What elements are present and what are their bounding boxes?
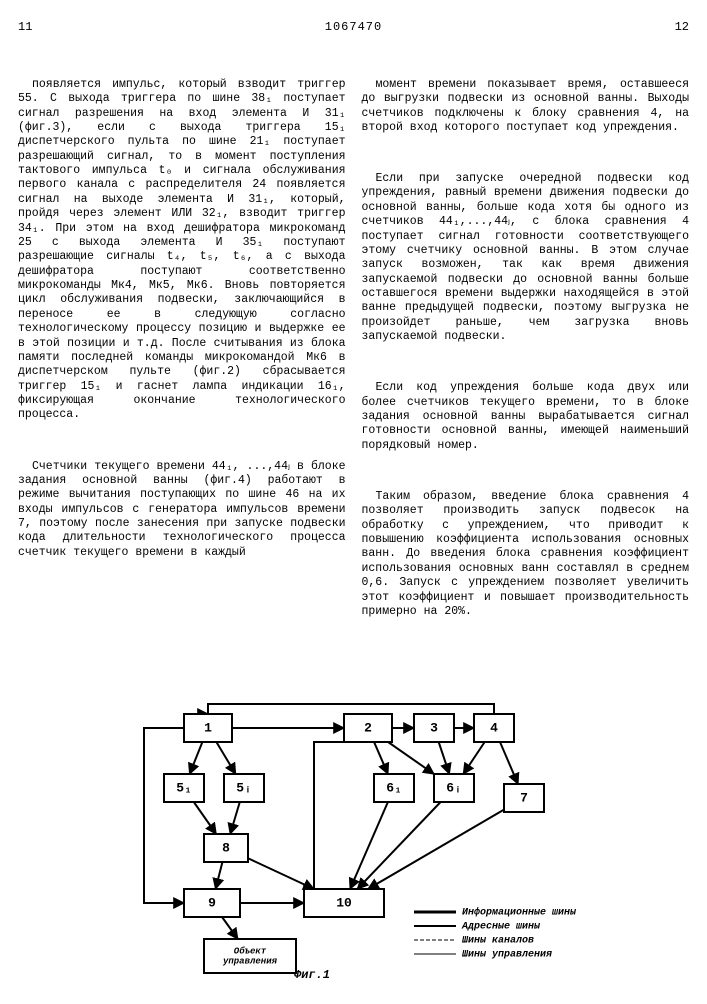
page-number-right: 12 — [675, 20, 689, 35]
svg-text:Объект: Объект — [233, 945, 266, 956]
paragraph: Если при запуске очередной подвески код … — [362, 172, 690, 345]
svg-text:5₁: 5₁ — [176, 780, 192, 795]
right-column: момент времени показывает время, оставше… — [362, 49, 690, 656]
svg-text:Адресные шины: Адресные шины — [461, 922, 541, 933]
svg-text:4: 4 — [490, 720, 498, 735]
svg-text:2: 2 — [364, 720, 372, 735]
svg-text:6ᵢ: 6ᵢ — [446, 780, 462, 795]
figure-1: 1 2 3 4 5₁ 5ᵢ 6₁ 6ᵢ 7 8 9 10 Объектуправления Информа… — [18, 674, 689, 984]
svg-text:управления: управления — [221, 956, 277, 966]
svg-text:Фиг.1: Фиг.1 — [294, 968, 330, 982]
svg-text:Шины управления: Шины управления — [461, 950, 552, 961]
svg-text:Информационные шины: Информационные шины — [462, 906, 577, 919]
paragraph: Таким образом, введение блока сравнения … — [362, 490, 690, 619]
block-diagram: 1 2 3 4 5₁ 5ᵢ 6₁ 6ᵢ 7 8 9 10 Объектуправления Информа… — [114, 674, 594, 984]
page-number-left: 11 — [18, 20, 32, 35]
text-columns: появляется импульс, который взводит триг… — [18, 49, 689, 656]
svg-text:8: 8 — [222, 840, 230, 855]
paragraph: момент времени показывает время, оставше… — [362, 78, 690, 136]
svg-text:6₁: 6₁ — [386, 780, 402, 795]
svg-text:Шины каналов: Шины каналов — [461, 936, 534, 947]
paragraph: появляется импульс, который взводит триг… — [18, 78, 346, 423]
doc-id: 1067470 — [325, 20, 382, 35]
svg-text:7: 7 — [520, 790, 528, 805]
left-column: появляется импульс, который взводит триг… — [18, 49, 346, 656]
paragraph: Если код упреждения больше кода двух или… — [362, 381, 690, 453]
svg-text:9: 9 — [208, 895, 216, 910]
svg-text:3: 3 — [430, 720, 438, 735]
paragraph: Счетчики текущего времени 44₁, ...,44ⱼ в… — [18, 460, 346, 561]
svg-text:5ᵢ: 5ᵢ — [236, 780, 252, 795]
svg-text:1: 1 — [204, 720, 212, 735]
svg-text:10: 10 — [336, 895, 352, 910]
page-header: 11 1067470 12 — [18, 20, 689, 35]
